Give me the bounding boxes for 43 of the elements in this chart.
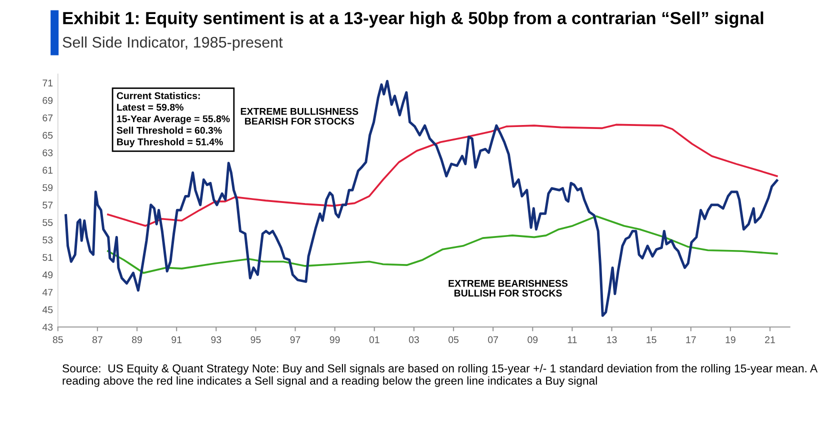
x-tick-label: 11 <box>568 336 577 344</box>
x-tick-label: 09 <box>528 336 538 344</box>
x-tick-label: 93 <box>211 336 222 344</box>
x-tick-label: 15 <box>646 336 656 344</box>
x-tick-label: 99 <box>330 336 340 344</box>
x-tick-label: 95 <box>250 336 261 344</box>
x-tick-label: 89 <box>132 336 142 344</box>
y-tick-label: 51 <box>42 254 53 261</box>
x-tick-label: 19 <box>726 336 736 344</box>
line-series <box>107 215 778 274</box>
y-tick-label: 71 <box>42 80 53 86</box>
y-tick-label: 61 <box>42 166 53 174</box>
x-tick-label: 03 <box>408 336 419 344</box>
x-tick-label: 01 <box>369 336 380 344</box>
y-tick-label: 43 <box>42 324 53 331</box>
x-tick-label: 05 <box>448 336 459 344</box>
line-series <box>107 124 778 227</box>
chart-subtitle: Sell Side Indicator, 1985-present <box>62 36 283 51</box>
y-tick-label: 45 <box>42 306 53 314</box>
x-tick-label: 21 <box>765 336 775 344</box>
annotation: EXTREME BEARISHNESS BULLISH FOR STOCKS <box>448 280 568 297</box>
annotation: EXTREME BULLISHNESS BEARISH FOR STOCKS <box>240 108 358 125</box>
x-tick-label: 91 <box>172 336 182 344</box>
x-tick-label: 85 <box>52 336 63 344</box>
x-tick-label: 13 <box>607 336 617 344</box>
y-tick-label: 57 <box>42 202 53 209</box>
line-series <box>64 80 778 317</box>
x-tick-label: 97 <box>290 336 300 344</box>
y-tick-label: 55 <box>42 219 53 226</box>
y-tick-label: 67 <box>42 114 53 122</box>
x-tick-label: 17 <box>686 336 696 344</box>
y-tick-label: 63 <box>42 149 53 156</box>
y-tick-label: 47 <box>42 288 53 296</box>
annotation: Current Statistics: Latest = 59.8% 15-Year Average = 55.8% Sell Threshold = 60.3% Buy Threshold = 51.4% <box>116 92 230 148</box>
y-tick-label: 65 <box>42 132 53 139</box>
y-tick-label: 49 <box>42 271 53 278</box>
y-tick-label: 59 <box>42 184 53 192</box>
y-tick-label: 53 <box>42 236 53 244</box>
source-note: Source: US Equity & Quant Strategy Note: Buy and Sell signals are based on rolling 15-year +/- 1 standard deviation from the rolling 15-year mean. A reading above the red line indicates a Sell signal and a reading below the green line indicates a Buy signal <box>62 364 818 387</box>
x-tick-label: 07 <box>488 336 498 344</box>
x-tick-label: 87 <box>92 336 102 344</box>
y-tick-label: 69 <box>42 97 53 104</box>
chart-title: Exhibit 1: Equity sentiment is at a 13-year high & 50bp from a contrarian “Sell” signal <box>63 11 764 28</box>
